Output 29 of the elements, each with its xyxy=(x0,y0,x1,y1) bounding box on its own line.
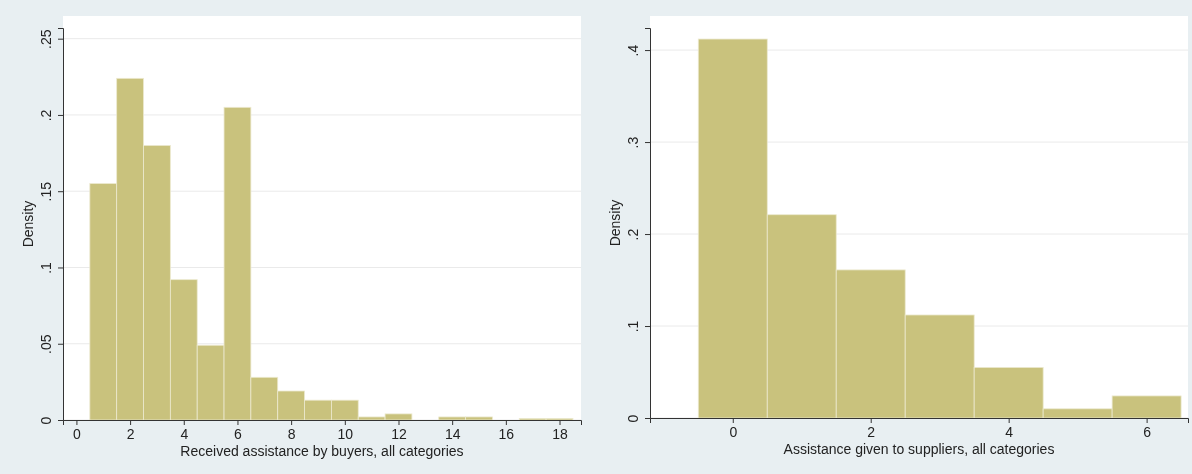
x-tick-label: 4 xyxy=(1005,423,1014,440)
x-tick-label: 2 xyxy=(867,423,876,440)
y-tick-label: .1 xyxy=(625,320,641,333)
y-tick-label: .2 xyxy=(625,228,641,241)
y-tick-label: .25 xyxy=(38,29,54,49)
x-tick-label: 2 xyxy=(126,425,135,442)
x-tick-label: 12 xyxy=(391,425,407,442)
y-axis-title: Density xyxy=(20,200,36,248)
x-tick-label: 6 xyxy=(1143,423,1152,440)
y-tick-label: 0 xyxy=(625,414,641,423)
y-axis-title: Density xyxy=(607,199,623,247)
y-tick-label: .1 xyxy=(38,261,54,274)
x-axis-title: Received assistance by buyers, all categories xyxy=(180,443,464,459)
y-tick-label: .4 xyxy=(625,44,641,57)
y-tick-label: .2 xyxy=(38,109,54,122)
y-tick-label: .3 xyxy=(625,136,641,149)
x-axis-title: Assistance given to suppliers, all categories xyxy=(783,441,1055,457)
y-tick-label: .05 xyxy=(38,334,54,354)
x-tick-label: 0 xyxy=(729,423,738,440)
x-tick-label: 10 xyxy=(337,425,354,442)
y-tick-label: .15 xyxy=(38,181,54,202)
x-tick-label: 14 xyxy=(444,425,461,442)
x-tick-label: 6 xyxy=(234,425,243,442)
x-tick-label: 8 xyxy=(287,425,296,442)
x-tick-label: 0 xyxy=(73,425,82,442)
x-tick-label: 18 xyxy=(552,425,569,442)
y-tick-label: 0 xyxy=(38,416,54,425)
x-tick-label: 16 xyxy=(498,425,515,442)
x-tick-label: 4 xyxy=(180,425,189,442)
